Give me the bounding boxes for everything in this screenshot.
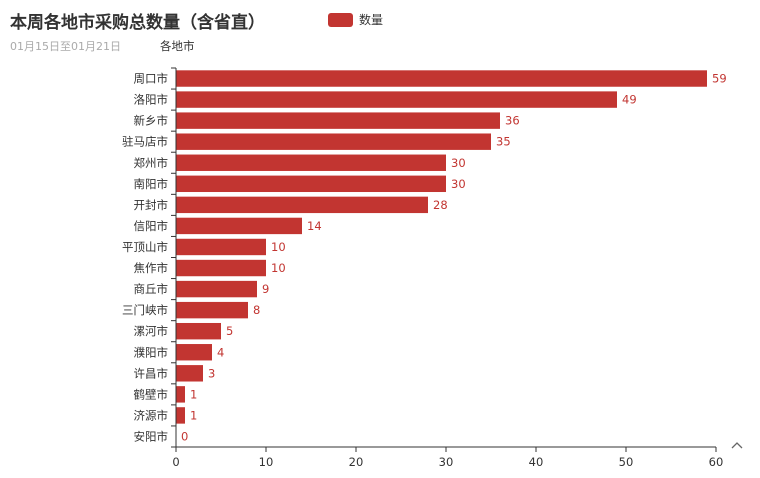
y-tick-label-商丘市: 商丘市 <box>134 282 169 296</box>
bar-济源市[interactable] <box>176 407 185 424</box>
data-label-新乡市: 36 <box>505 114 520 128</box>
y-tick-label-济源市: 济源市 <box>134 408 169 422</box>
y-tick-label-驻马店市: 驻马店市 <box>122 135 168 149</box>
y-tick-label-鹤壁市: 鹤壁市 <box>134 387 169 401</box>
data-label-洛阳市: 49 <box>622 93 637 107</box>
bar-漯河市[interactable] <box>176 322 221 340</box>
x-tick-label-40: 40 <box>529 455 544 469</box>
x-tick-label-10: 10 <box>259 455 274 469</box>
data-label-许昌市: 3 <box>208 366 215 380</box>
bars-layer <box>176 70 707 424</box>
data-label-濮阳市: 4 <box>217 345 224 359</box>
y-tick-label-周口市: 周口市 <box>134 72 169 86</box>
chart-subtitle: 01月15日至01月21日 <box>10 40 121 53</box>
data-label-驻马店市: 35 <box>496 135 511 149</box>
y-tick-label-焦作市: 焦作市 <box>134 261 169 275</box>
y-tick-label-洛阳市: 洛阳市 <box>134 93 169 107</box>
x-tick-label-60: 60 <box>709 455 724 469</box>
x-tick-label-0: 0 <box>172 455 179 469</box>
x-tick-label-30: 30 <box>439 455 454 469</box>
data-label-开封市: 28 <box>433 198 448 212</box>
data-label-信阳市: 14 <box>307 219 322 233</box>
data-label-济源市: 1 <box>190 408 197 422</box>
y-tick-label-漯河市: 漯河市 <box>134 324 169 338</box>
bar-驻马店市[interactable] <box>176 133 491 150</box>
data-label-平顶山市: 10 <box>271 240 286 254</box>
data-label-鹤壁市: 1 <box>190 387 197 401</box>
bar-洛阳市[interactable] <box>176 91 617 108</box>
x-tick-label-20: 20 <box>349 455 364 469</box>
data-label-安阳市: 0 <box>181 429 188 443</box>
x-tick-label-50: 50 <box>619 455 634 469</box>
chart-title: 本周各地市采购总数量（含省直） <box>10 13 265 33</box>
y-tick-label-南阳市: 南阳市 <box>134 177 169 191</box>
data-label-商丘市: 9 <box>262 282 269 296</box>
bar-焦作市[interactable] <box>176 259 266 277</box>
bar-开封市[interactable] <box>176 196 428 214</box>
y-tick-label-郑州市: 郑州市 <box>134 156 169 170</box>
legend-swatch <box>328 12 353 27</box>
bar-许昌市[interactable] <box>176 365 203 382</box>
bar-鹤壁市[interactable] <box>176 386 185 403</box>
data-label-漯河市: 5 <box>226 324 233 338</box>
bar-南阳市[interactable] <box>176 175 446 193</box>
data-label-焦作市: 10 <box>271 261 286 275</box>
bar-商丘市[interactable] <box>176 280 257 298</box>
bar-濮阳市[interactable] <box>176 344 212 361</box>
bar-郑州市[interactable] <box>176 154 446 171</box>
legend-label: 数量 <box>359 13 384 27</box>
y-tick-label-开封市: 开封市 <box>134 198 169 212</box>
y-tick-label-新乡市: 新乡市 <box>134 114 169 128</box>
bar-周口市[interactable] <box>176 70 707 87</box>
bar-新乡市[interactable] <box>176 112 500 129</box>
y-tick-label-濮阳市: 濮阳市 <box>134 345 169 359</box>
bar-平顶山市[interactable] <box>176 238 266 256</box>
data-label-三门峡市: 8 <box>253 303 260 317</box>
arrow-up-icon[interactable] <box>730 439 744 453</box>
data-label-南阳市: 30 <box>451 177 466 191</box>
data-label-郑州市: 30 <box>451 156 466 170</box>
y-tick-label-许昌市: 许昌市 <box>134 366 169 380</box>
y-tick-label-安阳市: 安阳市 <box>134 429 169 443</box>
legend[interactable]: 数量 <box>328 11 383 28</box>
bar-三门峡市[interactable] <box>176 301 248 319</box>
data-label-周口市: 59 <box>712 72 727 86</box>
y-tick-label-平顶山市: 平顶山市 <box>122 240 168 254</box>
y-tick-label-三门峡市: 三门峡市 <box>122 303 168 317</box>
y-axis-name: 各地市 <box>160 39 195 53</box>
y-tick-label-信阳市: 信阳市 <box>134 219 169 233</box>
axes-layer: 周口市洛阳市新乡市驻马店市郑州市南阳市开封市信阳市平顶山市焦作市商丘市三门峡市漯… <box>122 67 724 469</box>
bar-信阳市[interactable] <box>176 217 302 235</box>
